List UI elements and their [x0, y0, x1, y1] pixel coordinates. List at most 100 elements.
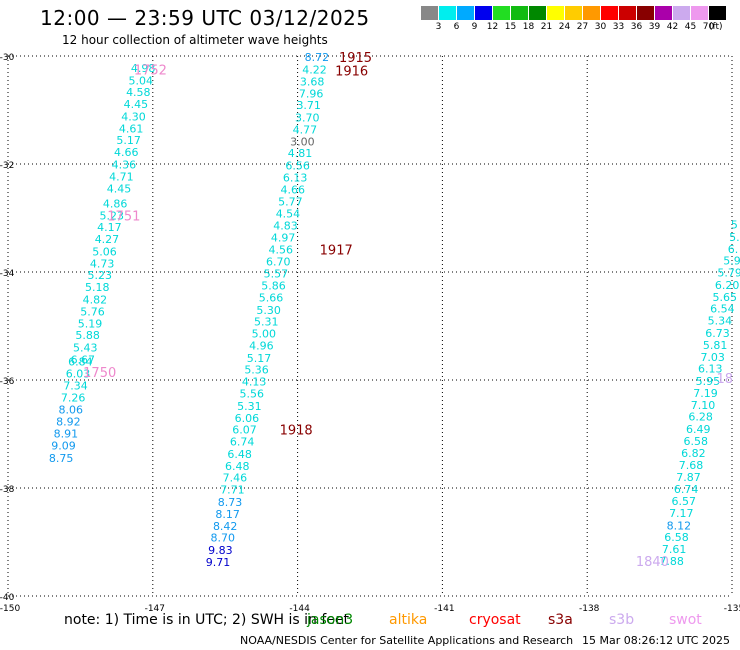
wave-height-point: 7.61 — [662, 543, 687, 556]
wave-height-point: 4.56 — [268, 243, 293, 256]
colorbar-swatch — [583, 6, 601, 20]
colorbar-label: 33 — [612, 22, 625, 32]
wave-height-point: 5 — [731, 218, 738, 231]
wave-height-point: 5.19 — [78, 317, 103, 330]
colorbar-swatch — [439, 6, 457, 20]
wave-height-point: 8.42 — [213, 520, 238, 533]
wave-height-point: 6.20 — [715, 279, 740, 292]
colorbar-swatch — [421, 6, 439, 20]
wave-height-point: 7.96 — [299, 87, 324, 100]
colorbar-label: 42 — [666, 22, 679, 32]
wave-height-point: 9.09 — [51, 439, 76, 452]
wave-height-point: 5.57 — [264, 268, 289, 281]
time-label: 1916 — [335, 65, 368, 80]
wave-height-point: 6.58 — [664, 531, 689, 544]
satellite-legend-item: s3b — [609, 612, 635, 628]
colorbar-label: 24 — [558, 22, 571, 32]
colorbar-swatch — [619, 6, 637, 20]
wave-height-point: 8.72 — [305, 51, 330, 64]
lat-label: -38 — [0, 485, 15, 495]
wave-height-point: 4.73 — [90, 257, 115, 270]
wave-height-point: 8.75 — [49, 452, 74, 465]
wave-height-point: 5.30 — [256, 304, 281, 317]
wave-height-point: 6.58 — [684, 435, 709, 448]
time-label: 1915 — [339, 51, 372, 66]
colorbar-label: 3 — [435, 22, 442, 32]
legend-note: note: 1) Time is in UTC; 2) SWH is in fe… — [64, 612, 350, 628]
wave-height-point: 5.23 — [87, 269, 112, 282]
wave-height-point: 7.46 — [223, 472, 248, 485]
wave-height-point: 9.71 — [206, 556, 231, 569]
lat-label: -32 — [0, 161, 14, 171]
wave-height-point: 7.87 — [676, 471, 701, 484]
wave-height-point: 4.97 — [271, 231, 296, 244]
wave-height-point: 5.18 — [85, 281, 110, 294]
wave-height-point: 6.03 — [66, 368, 91, 381]
satellite-legend-item: swot — [669, 612, 702, 628]
colorbar-label: 21 — [540, 22, 553, 32]
wave-height-point: 5.77 — [278, 195, 303, 208]
colorbar-swatch — [565, 6, 583, 20]
wave-height-point: 7.26 — [61, 391, 86, 404]
wave-height-point: 8.92 — [56, 416, 81, 429]
colorbar-swatch — [457, 6, 475, 20]
colorbar-swatch — [529, 6, 547, 20]
wave-height-point: 5. — [729, 231, 740, 244]
wave-height-point: 5.86 — [261, 280, 286, 293]
wave-height-point: 4.81 — [288, 147, 313, 160]
footer-timestamp: 15 Mar 08:26:12 UTC 2025 — [582, 634, 730, 647]
wave-height-point: 8.12 — [667, 519, 692, 532]
wave-height-point: 5.56 — [239, 388, 264, 401]
lon-label: -141 — [434, 604, 454, 614]
colorbar-swatch — [547, 6, 565, 20]
time-label: 1750 — [83, 366, 116, 381]
wave-height-point: 6.74 — [674, 483, 699, 496]
colorbar-label: 45 — [684, 22, 697, 32]
wave-height-point: 5.31 — [254, 316, 279, 329]
colorbar-swatch — [709, 6, 727, 20]
wave-height-point: 7.88 — [659, 555, 684, 568]
wave-height-point: 4.66 — [114, 146, 139, 159]
wave-height-point: 7.34 — [63, 379, 88, 392]
wave-height-point: 4.13 — [242, 376, 267, 389]
wave-height-point: 4.98 — [131, 62, 156, 75]
wave-height-point: 5.04 — [128, 74, 153, 87]
wave-height-point: 6.49 — [686, 423, 711, 436]
wave-height-point: 6.67 — [71, 353, 96, 366]
wave-height-point: 5.36 — [244, 364, 269, 377]
wave-height-point: 6.28 — [688, 411, 713, 424]
wave-height-point: 5.34 — [708, 315, 733, 328]
wave-height-point: 3.70 — [295, 112, 320, 125]
colorbar-label: 6 — [453, 22, 460, 32]
wave-height-point: 4.66 — [281, 183, 306, 196]
lon-label: -150 — [0, 604, 20, 614]
colorbar-label: 12 — [486, 22, 499, 32]
wave-height-point: 7.71 — [220, 484, 245, 497]
wave-height-point: 8.06 — [58, 404, 83, 417]
map-subtitle: 12 hour collection of altimeter wave hei… — [62, 33, 328, 47]
colorbar-swatch — [475, 6, 493, 20]
colorbar-swatch — [691, 6, 709, 20]
wave-height-point: 4.17 — [97, 221, 122, 234]
wave-height-point: 7.10 — [691, 399, 716, 412]
wave-height-point: 5.23 — [100, 209, 125, 222]
wave-height-point: 4.77 — [293, 123, 318, 136]
footer-credit: NOAA/NESDIS Center for Satellite Applica… — [240, 634, 574, 647]
colorbar-label: 30 — [594, 22, 607, 32]
wave-height-point: 8.70 — [211, 532, 236, 545]
colorbar-label: 15 — [504, 22, 517, 32]
wave-height-point: 8.17 — [215, 508, 240, 521]
wave-height-point: 6.13 — [283, 172, 308, 185]
wave-height-point: 4.45 — [124, 98, 149, 111]
wave-height-point: 4.83 — [273, 220, 298, 233]
wave-height-point: 3.00 — [290, 135, 315, 148]
wave-height-point: 5.66 — [259, 291, 284, 304]
lat-label: -30 — [0, 53, 15, 63]
colorbar-swatch — [601, 6, 619, 20]
colorbar-swatch — [673, 6, 691, 20]
colorbar-label: 70 — [702, 22, 715, 32]
wave-height-point: 6.74 — [230, 436, 255, 449]
wave-height-point: 6.48 — [225, 460, 250, 473]
wave-height-point: 5.79 — [717, 267, 740, 280]
